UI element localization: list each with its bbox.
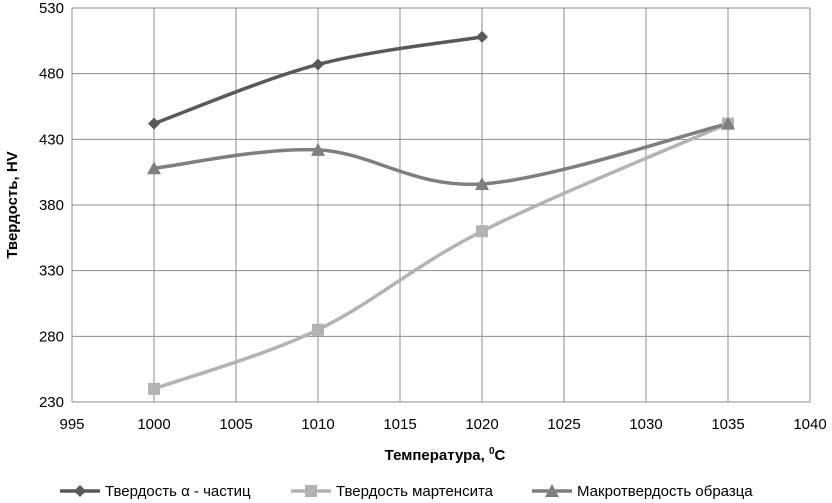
data-point-series-2 [312, 323, 324, 336]
data-point-series-2 [476, 225, 488, 238]
data-point-series-3 [475, 176, 489, 190]
x-tick-label: 995 [59, 416, 84, 433]
series-markers [147, 30, 735, 395]
y-tick-label: 430 [39, 131, 64, 148]
data-point-series-3 [147, 161, 161, 175]
legend-marker [74, 485, 86, 497]
y-tick-label: 230 [39, 394, 64, 411]
y-tick-label: 330 [39, 263, 64, 280]
legend-label: Твердость мартенсита [336, 483, 494, 500]
x-tick-label: 1030 [629, 416, 662, 433]
x-tick-label: 1035 [711, 416, 744, 433]
legend-marker [545, 484, 559, 497]
series-line-2 [152, 121, 730, 391]
data-point-series-1 [312, 58, 324, 71]
legend: Твердость α - частиц Твердость мартенсита… [60, 483, 753, 500]
x-tick-label: 1040 [793, 416, 826, 433]
x-tick-label: 1025 [547, 416, 580, 433]
x-tick-label: 1015 [383, 416, 416, 433]
y-tick-label: 480 [39, 66, 64, 83]
series-line-3 [152, 121, 730, 187]
x-axis-title-sup: 0 [489, 446, 495, 457]
data-point-series-2 [148, 382, 160, 395]
legend-label: Макротвердость образца [577, 483, 753, 500]
data-point-series-1 [148, 117, 160, 130]
y-tick-label: 530 [39, 0, 64, 17]
y-axis-title: Твердость, HV [4, 151, 21, 258]
grid [71, 7, 811, 403]
x-tick-label: 1005 [219, 416, 252, 433]
x-axis-title: Температура, 0C [385, 446, 506, 464]
data-point-series-3 [311, 142, 325, 156]
data-point-series-3 [721, 116, 735, 130]
y-tick-label: 280 [39, 328, 64, 345]
x-tick-label: 1020 [465, 416, 498, 433]
x-tick-label: 1000 [137, 416, 170, 433]
y-tick-label: 380 [39, 197, 64, 214]
legend-marker [305, 485, 317, 497]
legend-label: Твердость α - частиц [105, 483, 251, 500]
x-axis-title-unit: C [495, 447, 506, 464]
x-tick-label: 1010 [301, 416, 334, 433]
x-axis-title-text: Температура, [385, 447, 489, 464]
tick-labels: 230 280 330 380 430 480 530 995 1000 1005 1010 1015… [39, 0, 827, 433]
data-point-series-1 [476, 30, 488, 43]
